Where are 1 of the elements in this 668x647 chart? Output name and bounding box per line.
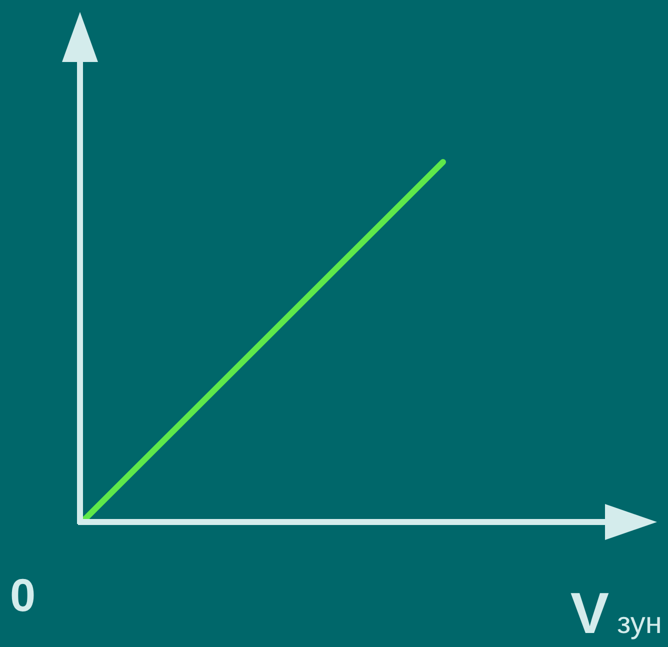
text: 0 — [10, 569, 36, 621]
